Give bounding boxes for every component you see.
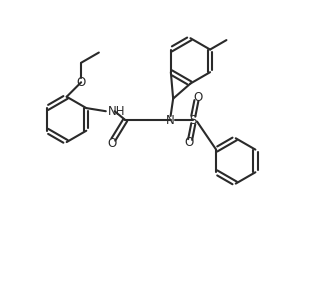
Text: N: N: [166, 114, 175, 126]
Text: S: S: [189, 114, 197, 126]
Text: O: O: [107, 137, 116, 150]
Text: O: O: [184, 136, 193, 149]
Text: NH: NH: [108, 105, 126, 118]
Text: O: O: [193, 91, 203, 104]
Text: O: O: [77, 76, 86, 89]
